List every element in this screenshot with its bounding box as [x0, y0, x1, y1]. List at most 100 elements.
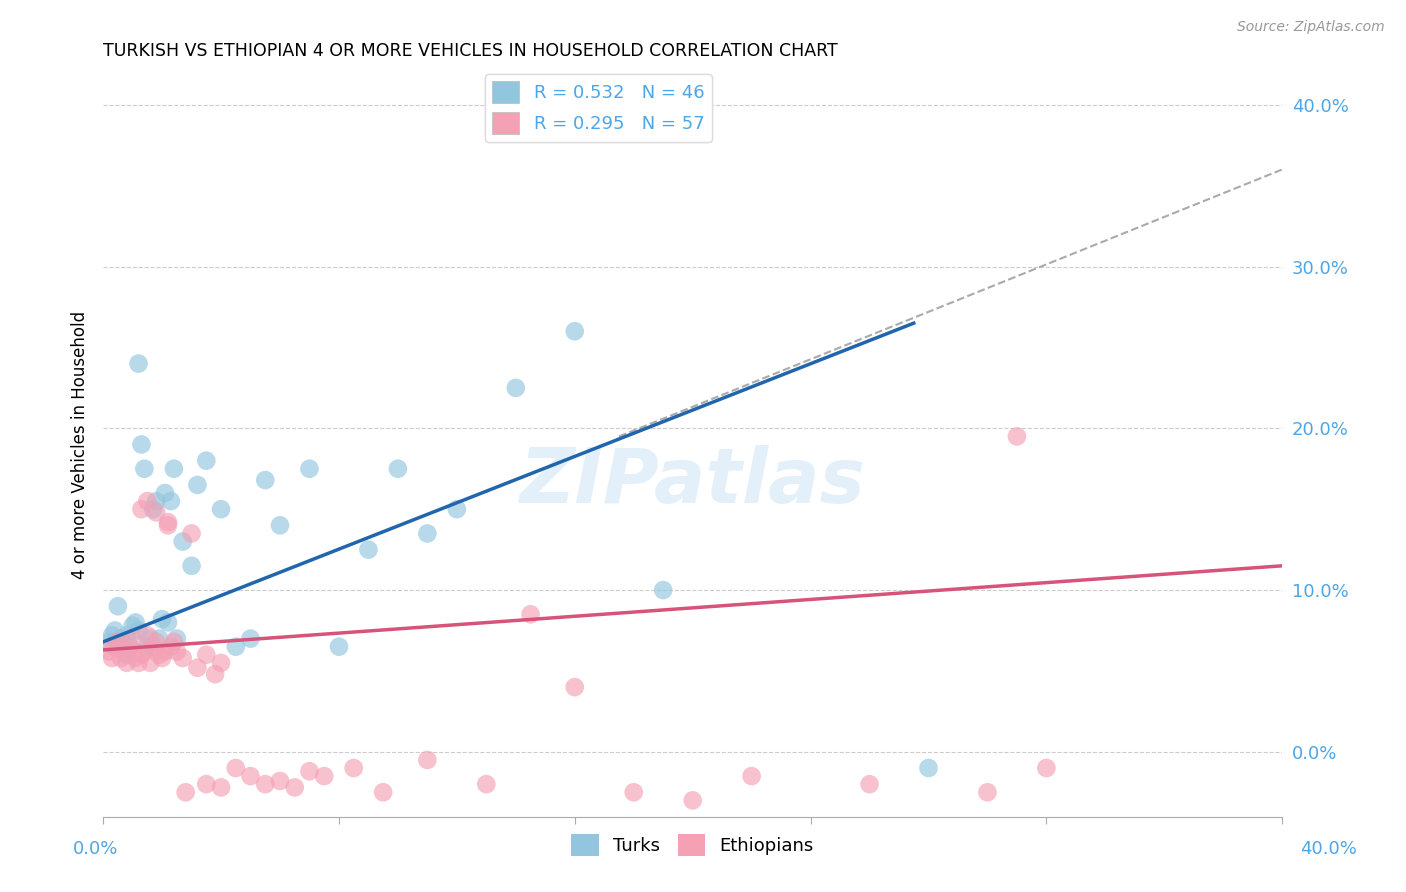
Point — [156, 518, 179, 533]
Point — [131, 648, 153, 662]
Point — [145, 494, 167, 508]
Point — [98, 644, 121, 658]
Point — [209, 656, 232, 670]
Point — [107, 635, 129, 649]
Point — [1035, 761, 1057, 775]
Point — [124, 615, 146, 630]
Point — [145, 635, 167, 649]
Point — [976, 785, 998, 799]
Point — [416, 526, 439, 541]
Point — [166, 644, 188, 658]
Point — [180, 526, 202, 541]
Point — [682, 793, 704, 807]
Point — [166, 632, 188, 646]
Point — [225, 761, 247, 775]
Point — [104, 640, 127, 654]
Point — [343, 761, 366, 775]
Point — [172, 651, 194, 665]
Point — [156, 515, 179, 529]
Point — [387, 461, 409, 475]
Point — [741, 769, 763, 783]
Point — [416, 753, 439, 767]
Point — [564, 680, 586, 694]
Point — [128, 624, 150, 638]
Point — [150, 651, 173, 665]
Point — [225, 640, 247, 654]
Y-axis label: 4 or more Vehicles in Household: 4 or more Vehicles in Household — [72, 310, 89, 579]
Point — [623, 785, 645, 799]
Point — [328, 640, 350, 654]
Point — [284, 780, 307, 795]
Point — [145, 505, 167, 519]
Point — [254, 473, 277, 487]
Point — [186, 661, 208, 675]
Point — [298, 461, 321, 475]
Legend: R = 0.532   N = 46, R = 0.295   N = 57: R = 0.532 N = 46, R = 0.295 N = 57 — [485, 74, 711, 142]
Point — [101, 651, 124, 665]
Point — [209, 502, 232, 516]
Point — [204, 667, 226, 681]
Point — [298, 764, 321, 779]
Point — [156, 615, 179, 630]
Point — [163, 461, 186, 475]
Point — [239, 632, 262, 646]
Point — [564, 324, 586, 338]
Point — [917, 761, 939, 775]
Point — [858, 777, 880, 791]
Point — [519, 607, 541, 622]
Point — [124, 651, 146, 665]
Point — [652, 583, 675, 598]
Point — [163, 635, 186, 649]
Point — [107, 599, 129, 614]
Point — [269, 774, 291, 789]
Point — [110, 632, 132, 646]
Point — [121, 618, 143, 632]
Text: 0.0%: 0.0% — [73, 840, 118, 858]
Point — [104, 624, 127, 638]
Point — [118, 640, 141, 654]
Text: ZIPatlas: ZIPatlas — [520, 445, 866, 518]
Point — [160, 640, 183, 654]
Point — [142, 502, 165, 516]
Text: 40.0%: 40.0% — [1301, 840, 1357, 858]
Point — [148, 648, 170, 662]
Point — [134, 644, 156, 658]
Point — [115, 628, 138, 642]
Point — [128, 656, 150, 670]
Point — [186, 478, 208, 492]
Point — [98, 635, 121, 649]
Point — [254, 777, 277, 791]
Point — [174, 785, 197, 799]
Point — [150, 612, 173, 626]
Point — [314, 769, 336, 783]
Point — [373, 785, 395, 799]
Point — [148, 632, 170, 646]
Point — [112, 635, 135, 649]
Point — [131, 437, 153, 451]
Point — [153, 644, 176, 658]
Point — [446, 502, 468, 516]
Point — [107, 640, 129, 654]
Point — [110, 651, 132, 665]
Point — [131, 502, 153, 516]
Point — [115, 656, 138, 670]
Point — [1005, 429, 1028, 443]
Point — [115, 648, 138, 662]
Point — [195, 777, 218, 791]
Point — [195, 453, 218, 467]
Point — [239, 769, 262, 783]
Point — [195, 648, 218, 662]
Point — [475, 777, 498, 791]
Point — [160, 494, 183, 508]
Point — [505, 381, 527, 395]
Point — [172, 534, 194, 549]
Point — [136, 628, 159, 642]
Text: TURKISH VS ETHIOPIAN 4 OR MORE VEHICLES IN HOUSEHOLD CORRELATION CHART: TURKISH VS ETHIOPIAN 4 OR MORE VEHICLES … — [103, 42, 838, 60]
Point — [128, 357, 150, 371]
Point — [139, 632, 162, 646]
Point — [139, 656, 162, 670]
Point — [153, 486, 176, 500]
Text: Source: ZipAtlas.com: Source: ZipAtlas.com — [1237, 20, 1385, 34]
Point — [136, 640, 159, 654]
Point — [180, 558, 202, 573]
